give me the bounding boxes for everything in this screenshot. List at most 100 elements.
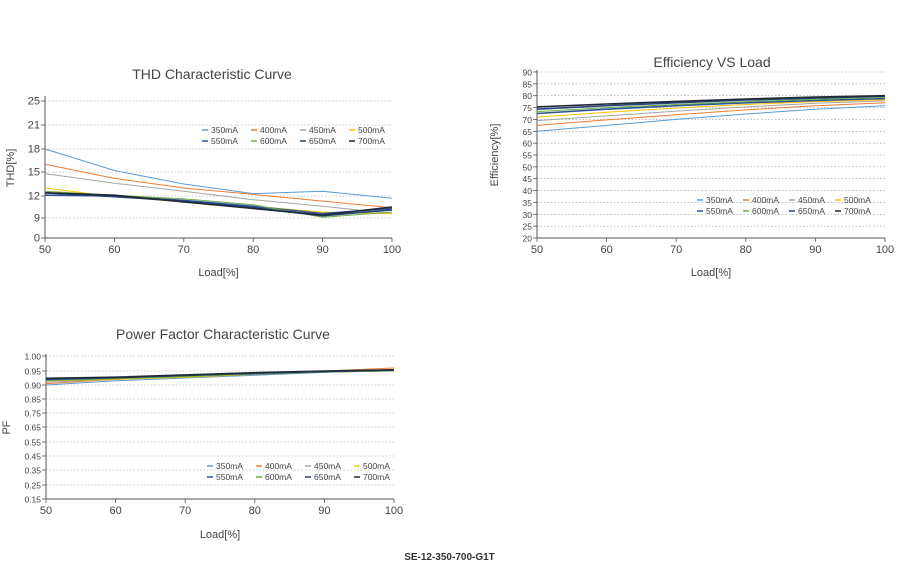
series-line-550mA bbox=[536, 97, 886, 115]
y-tick-label: 0.90 bbox=[24, 381, 41, 391]
legend-label: 450mA bbox=[798, 195, 825, 205]
x-tick-label: 90 bbox=[809, 244, 821, 256]
x-tick-label: 70 bbox=[670, 244, 682, 256]
legend-label: 350mA bbox=[706, 195, 733, 205]
x-axis-label: Load[%] bbox=[200, 529, 240, 541]
legend-label: 550mA bbox=[216, 472, 243, 482]
model-number: SE-12-350-700-G1T bbox=[404, 552, 495, 563]
y-tick-label: 65 bbox=[523, 127, 533, 137]
legend-label: 650mA bbox=[798, 206, 825, 216]
x-tick-label: 50 bbox=[40, 505, 52, 517]
x-tick-label: 100 bbox=[876, 244, 894, 256]
x-tick-label: 50 bbox=[39, 244, 51, 256]
legend-label: 400mA bbox=[260, 125, 287, 135]
y-tick-label: 35 bbox=[523, 198, 533, 208]
series-line-500mA bbox=[536, 99, 886, 118]
series-line-450mA bbox=[44, 173, 393, 215]
x-tick-label: 80 bbox=[740, 244, 752, 256]
y-tick-label: 0.95 bbox=[24, 367, 41, 377]
chart-title: THD Characteristic Curve bbox=[132, 66, 292, 82]
x-tick-label: 100 bbox=[383, 244, 401, 256]
legend-label: 400mA bbox=[752, 195, 779, 205]
y-tick-label: 18 bbox=[28, 144, 40, 156]
legend-label: 650mA bbox=[314, 472, 341, 482]
legend-label: 500mA bbox=[363, 461, 390, 471]
chart-title: Efficiency VS Load bbox=[653, 54, 770, 70]
y-tick-label: 40 bbox=[523, 186, 533, 196]
y-tick-label: 55 bbox=[523, 151, 533, 161]
legend-label: 400mA bbox=[265, 461, 292, 471]
chart-eff: Efficiency VS Load2025303540455055606570… bbox=[489, 54, 894, 279]
chart-title: Power Factor Characteristic Curve bbox=[116, 326, 330, 342]
legend-label: 550mA bbox=[211, 136, 238, 146]
y-tick-label: 20 bbox=[523, 234, 533, 244]
legend-label: 650mA bbox=[309, 136, 336, 146]
legend-label: 350mA bbox=[211, 125, 238, 135]
legend-label: 600mA bbox=[260, 136, 287, 146]
series-line-700mA bbox=[44, 192, 393, 216]
x-tick-label: 50 bbox=[531, 244, 543, 256]
y-axis-label: THD[%] bbox=[5, 149, 17, 188]
x-tick-label: 70 bbox=[179, 505, 191, 517]
y-tick-label: 85 bbox=[523, 79, 533, 89]
chart-pf: Power Factor Characteristic Curve 0.15 0.2… bbox=[1, 326, 403, 541]
x-tick-label: 90 bbox=[318, 505, 330, 517]
series-line-650mA bbox=[536, 95, 886, 110]
x-tick-label: 100 bbox=[385, 505, 403, 517]
y-tick-label: 25 bbox=[28, 96, 40, 108]
series-line-400mA bbox=[536, 102, 886, 126]
legend-label: 700mA bbox=[358, 136, 385, 146]
y-tick-label: 15 bbox=[28, 167, 40, 179]
series-line-700mA bbox=[536, 94, 886, 108]
x-axis-label: Load[%] bbox=[198, 267, 238, 279]
y-tick-label: 90 bbox=[523, 68, 533, 78]
y-tick-label: 45 bbox=[523, 174, 533, 184]
chart-thd: THD Characteristic Curve 0 9 12 15 18 21 25 50 60… bbox=[5, 66, 401, 279]
legend-label: 350mA bbox=[216, 461, 243, 471]
legend-label: 600mA bbox=[752, 206, 779, 216]
series-line-450mA bbox=[536, 100, 886, 122]
y-tick-label: 21 bbox=[28, 120, 40, 132]
x-axis-label: Load[%] bbox=[691, 267, 731, 279]
y-axis-label: PF bbox=[1, 420, 13, 434]
x-tick-label: 60 bbox=[600, 244, 612, 256]
y-tick-label: 1.00 bbox=[24, 352, 41, 362]
y-tick-label: 9 bbox=[34, 213, 40, 225]
y-tick-label: 0.25 bbox=[24, 481, 41, 491]
x-tick-label: 60 bbox=[108, 244, 120, 256]
y-tick-label: 80 bbox=[523, 91, 533, 101]
y-tick-label: 75 bbox=[523, 103, 533, 113]
legend-label: 500mA bbox=[844, 195, 871, 205]
series-line-700mA bbox=[45, 369, 395, 380]
x-tick-label: 90 bbox=[316, 244, 328, 256]
x-tick-label: 80 bbox=[247, 244, 259, 256]
y-tick-label: 0 bbox=[34, 233, 40, 245]
series-line-500mA bbox=[44, 187, 393, 215]
y-tick-label: 70 bbox=[523, 115, 533, 125]
x-tick-label: 60 bbox=[109, 505, 121, 517]
y-tick-label: 12 bbox=[28, 191, 40, 203]
y-tick-label: 0.75 bbox=[24, 409, 41, 419]
y-tick-label: 0.85 bbox=[24, 395, 41, 405]
legend-label: 700mA bbox=[844, 206, 871, 216]
y-tick-label: 60 bbox=[523, 139, 533, 149]
legend-label: 550mA bbox=[706, 206, 733, 216]
y-tick-label: 0.15 bbox=[24, 495, 41, 505]
legend-label: 450mA bbox=[309, 125, 336, 135]
y-tick-label: 25 bbox=[523, 222, 533, 232]
y-tick-label: 0.35 bbox=[24, 466, 41, 476]
series-line-600mA bbox=[536, 96, 886, 113]
y-tick-label: 30 bbox=[523, 210, 533, 220]
x-tick-label: 80 bbox=[249, 505, 261, 517]
series-line-400mA bbox=[44, 163, 393, 209]
y-axis-label: Efficiency[%] bbox=[489, 124, 501, 187]
legend-label: 450mA bbox=[314, 461, 341, 471]
y-tick-label: 0.45 bbox=[24, 452, 41, 462]
series-line-350mA bbox=[536, 105, 886, 132]
legend-label: 500mA bbox=[358, 125, 385, 135]
y-tick-label: 0.65 bbox=[24, 423, 41, 433]
legend-label: 700mA bbox=[363, 472, 390, 482]
legend-label: 600mA bbox=[265, 472, 292, 482]
y-tick-label: 50 bbox=[523, 162, 533, 172]
